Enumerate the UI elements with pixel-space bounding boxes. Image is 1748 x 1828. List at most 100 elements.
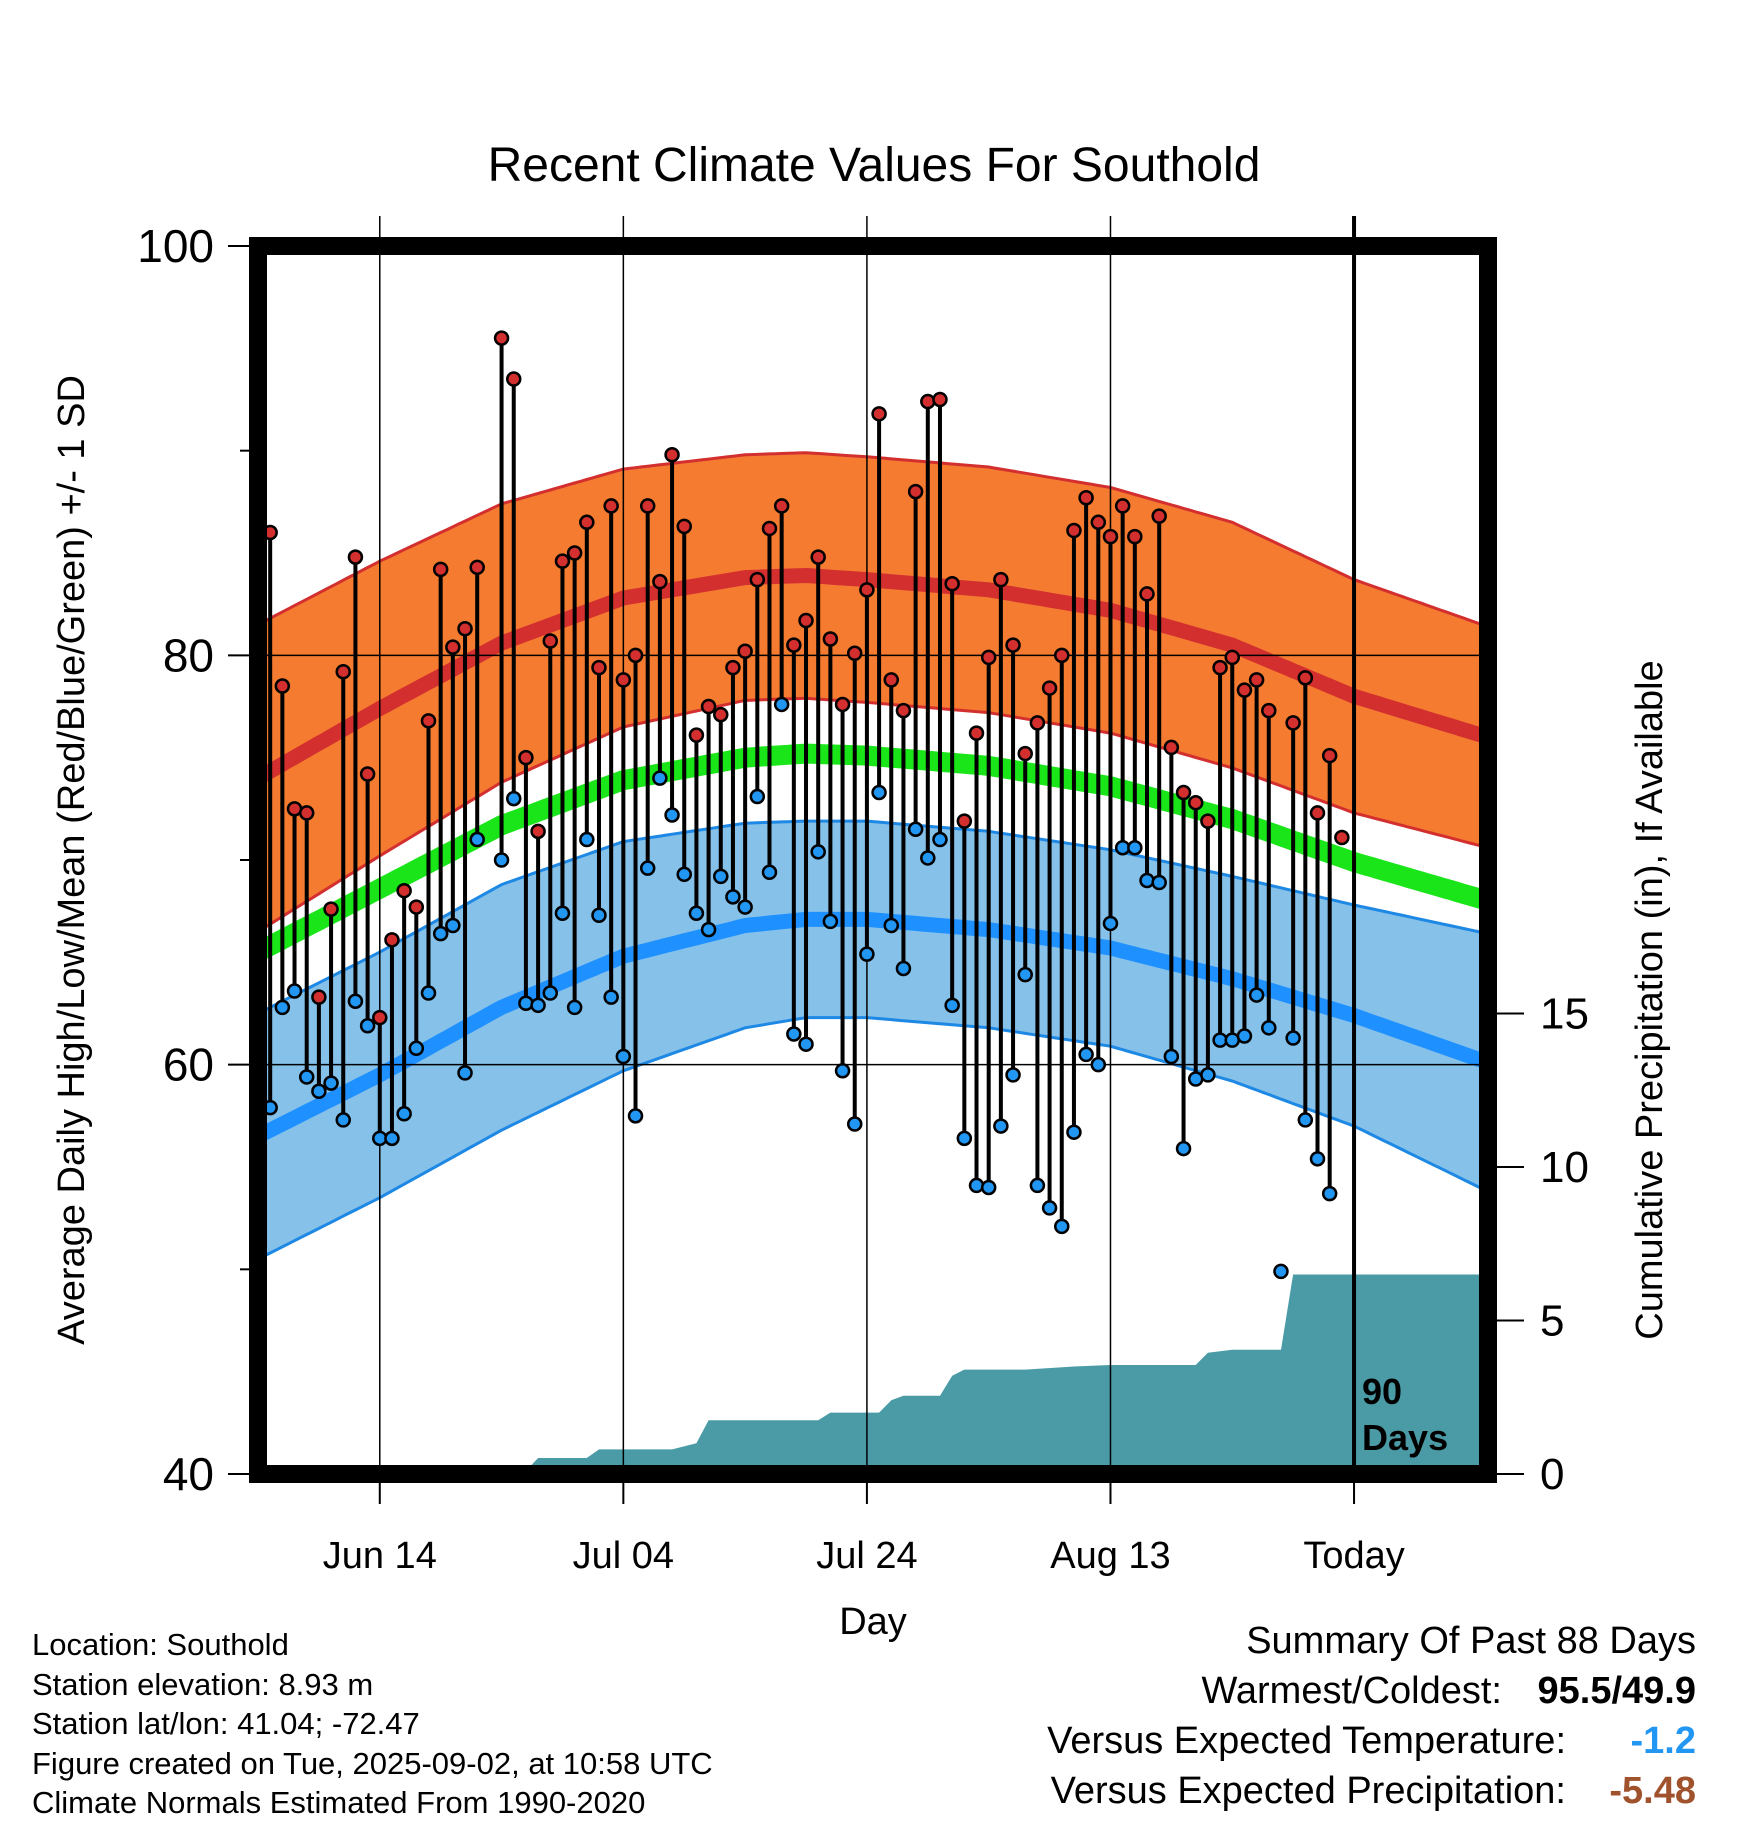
daily-low-point xyxy=(920,850,936,866)
daily-high-point xyxy=(1127,528,1143,545)
daily-high-point xyxy=(627,647,644,664)
daily-high-point xyxy=(639,498,656,514)
daily-high-point xyxy=(1248,672,1265,688)
daily-low-point xyxy=(1139,872,1155,889)
daily-high-point xyxy=(1261,702,1277,719)
daily-low-point xyxy=(274,999,291,1016)
daily-low-point xyxy=(822,913,839,930)
summary-temp-label: Versus Expected Temperature: xyxy=(1047,1720,1566,1762)
daily-low-point xyxy=(688,905,705,921)
daily-low-point xyxy=(798,1036,814,1052)
daily-high-point xyxy=(274,678,291,694)
daily-high-point xyxy=(408,899,425,915)
x-axis-label: Day xyxy=(839,1601,907,1643)
daily-low-point xyxy=(749,788,766,805)
daily-low-point xyxy=(359,1018,376,1034)
daily-high-point xyxy=(396,882,412,899)
daily-low-point xyxy=(859,946,875,962)
daily-low-point xyxy=(469,831,485,848)
today-days-label: Days xyxy=(1362,1417,1448,1458)
daily-low-point xyxy=(603,989,619,1005)
daily-low-point xyxy=(773,696,790,713)
daily-high-point xyxy=(1151,508,1167,524)
summary-heading: Summary Of Past 88 Days xyxy=(1246,1620,1696,1662)
daily-high-point xyxy=(323,901,339,917)
daily-low-point xyxy=(384,1130,400,1147)
daily-high-point xyxy=(505,371,522,387)
daily-high-point xyxy=(944,575,960,592)
daily-low-point xyxy=(1102,915,1119,932)
daily-high-point xyxy=(1200,813,1216,829)
daily-high-point xyxy=(1078,489,1094,506)
daily-high-point xyxy=(737,643,753,659)
x-tick-label: Aug 13 xyxy=(1050,1535,1170,1577)
daily-low-point xyxy=(968,1177,985,1194)
daily-low-point xyxy=(944,997,960,1014)
daily-high-point xyxy=(1102,528,1119,545)
daily-high-point xyxy=(372,1009,388,1026)
daily-low-point xyxy=(518,995,534,1012)
daily-low-point xyxy=(676,866,692,883)
daily-low-point xyxy=(993,1118,1009,1134)
low-normal-line xyxy=(254,911,1491,1143)
daily-low-point xyxy=(323,1075,339,1091)
daily-high-point xyxy=(993,571,1009,588)
daily-high-point xyxy=(1114,498,1131,514)
x-tick-label: Jun 14 xyxy=(323,1535,437,1577)
y2-tick-label: 15 xyxy=(1540,990,1589,1039)
high-normal-line xyxy=(254,567,1491,785)
daily-low-point xyxy=(627,1108,644,1124)
chart-title: Recent Climate Values For Southold xyxy=(487,139,1261,192)
daily-high-point xyxy=(554,553,571,569)
daily-low-point xyxy=(615,1048,632,1065)
daily-low-point xyxy=(1163,1048,1180,1065)
daily-low-point xyxy=(554,905,571,921)
daily-high-point xyxy=(786,637,802,653)
daily-low-point xyxy=(1285,1030,1301,1046)
daily-low-point xyxy=(1017,966,1033,983)
daily-high-point xyxy=(956,813,973,829)
precip-area xyxy=(258,1274,1488,1474)
daily-high-point xyxy=(773,498,790,514)
daily-high-point xyxy=(542,633,559,649)
daily-low-point xyxy=(420,985,437,1001)
daily-high-point xyxy=(591,659,607,676)
summary-precip-value: -5.48 xyxy=(1609,1770,1696,1812)
daily-high-point xyxy=(652,573,668,590)
daily-high-point xyxy=(932,391,948,408)
daily-low-point xyxy=(1066,1124,1082,1140)
daily-high-point xyxy=(920,393,936,410)
daily-high-point xyxy=(1041,680,1058,696)
daily-high-point xyxy=(335,663,351,680)
daily-high-point xyxy=(713,706,729,723)
daily-low-point xyxy=(505,790,522,807)
x-tick-label: Today xyxy=(1303,1535,1404,1577)
daily-high-point xyxy=(1309,805,1326,821)
daily-high-point xyxy=(1175,784,1192,801)
summary-precip-label: Versus Expected Precipitation: xyxy=(1050,1770,1566,1812)
daily-high-point xyxy=(1017,745,1033,762)
summary-temp-value: -1.2 xyxy=(1630,1720,1696,1762)
daily-low-point xyxy=(956,1130,973,1147)
daily-low-point xyxy=(1321,1185,1338,1202)
daily-high-point xyxy=(798,612,814,629)
daily-low-point xyxy=(542,985,559,1001)
daily-high-point xyxy=(566,545,583,561)
daily-high-point xyxy=(1224,649,1241,666)
daily-high-point xyxy=(298,805,315,821)
daily-low-point xyxy=(1127,839,1143,856)
daily-low-point xyxy=(1248,987,1265,1003)
daily-low-point xyxy=(932,831,948,848)
daily-high-point xyxy=(834,696,851,713)
daily-low-point xyxy=(1054,1218,1070,1235)
daily-low-point xyxy=(737,899,753,915)
daily-low-point xyxy=(652,770,668,786)
daily-high-point xyxy=(603,498,619,514)
daily-low-point xyxy=(1090,1056,1107,1073)
daily-low-point xyxy=(347,993,364,1009)
daily-high-point xyxy=(810,549,826,565)
daily-high-point xyxy=(493,330,510,346)
y-tick-label: 40 xyxy=(163,1448,214,1500)
daily-high-point xyxy=(1139,586,1155,602)
plot-frame xyxy=(249,237,1497,1483)
